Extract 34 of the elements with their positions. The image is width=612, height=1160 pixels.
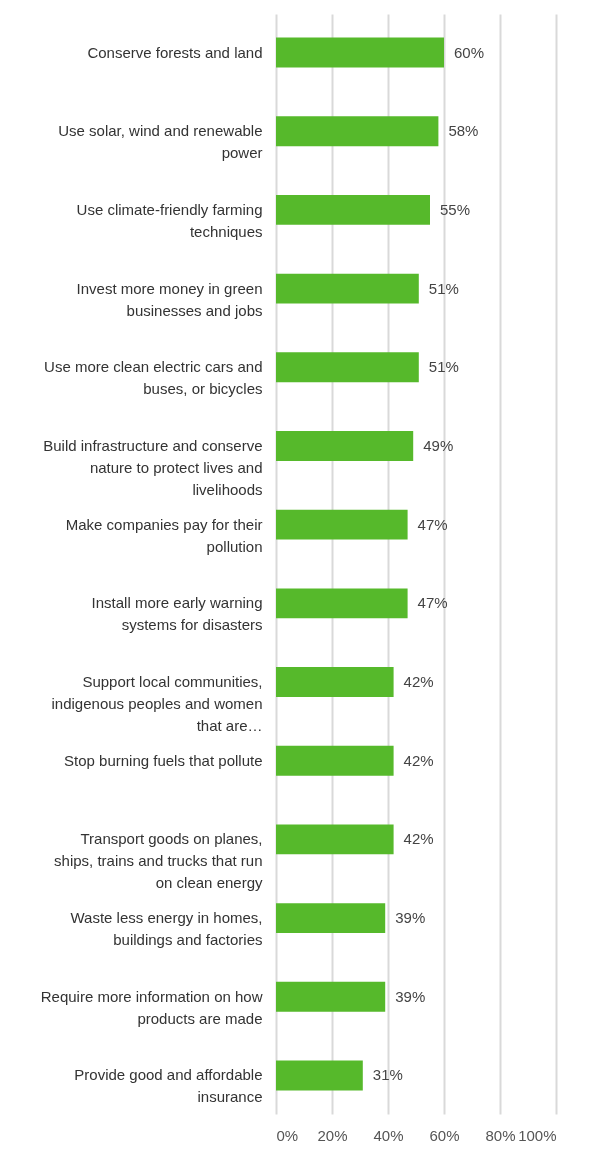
x-tick-label: 100% [518,1126,557,1144]
data-label: 42% [403,830,434,848]
x-tick-label: 40% [373,1126,404,1144]
x-tick-label: 0% [276,1126,299,1144]
x-tick-label: 80% [485,1126,516,1144]
data-label: 47% [417,594,448,612]
data-label: 60% [454,43,485,61]
y-tick-label: Support local communities, indigenous peoples and women that are… [51,673,263,735]
y-tick-label: Use climate-friendly farming techniques [76,200,263,240]
data-label: 31% [372,1066,403,1084]
data-label: 58% [448,122,479,140]
y-tick-label: Install more early warning systems for disasters [91,594,263,634]
y-tick-label: Build infrastructure and conserve nature to protect lives and livelihoods [43,436,263,498]
x-tick-label: 20% [317,1126,348,1144]
y-tick-label: Make companies pay for their pollution [65,515,263,555]
y-tick-label: Transport goods on planes, ships, trains and trucks that run on clean energy [54,830,263,892]
y-tick-label: Provide good and affordable insurance [74,1066,263,1106]
data-label: 49% [423,436,454,454]
y-tick-label: Use solar, wind and renewable power [58,122,263,162]
x-tick-label: 60% [429,1126,460,1144]
data-label: 47% [417,515,448,533]
data-label: 39% [395,909,426,927]
data-label: 55% [440,200,471,218]
y-tick-label: Conserve forests and land [87,43,263,61]
data-label: 42% [403,751,434,769]
y-tick-label: Stop burning fuels that pollute [64,751,263,769]
y-tick-label: Invest more money in green businesses and jobs [76,279,263,319]
data-label: 51% [428,279,459,297]
data-label: 42% [403,673,434,691]
y-tick-label: Use more clean electric cars and buses, or bicycles [44,358,263,398]
y-tick-label: Waste less energy in homes, buildings and factories [70,909,263,949]
data-label: 39% [395,987,426,1005]
y-tick-label: Require more information on how products are made [40,987,263,1027]
data-label: 51% [428,358,459,376]
